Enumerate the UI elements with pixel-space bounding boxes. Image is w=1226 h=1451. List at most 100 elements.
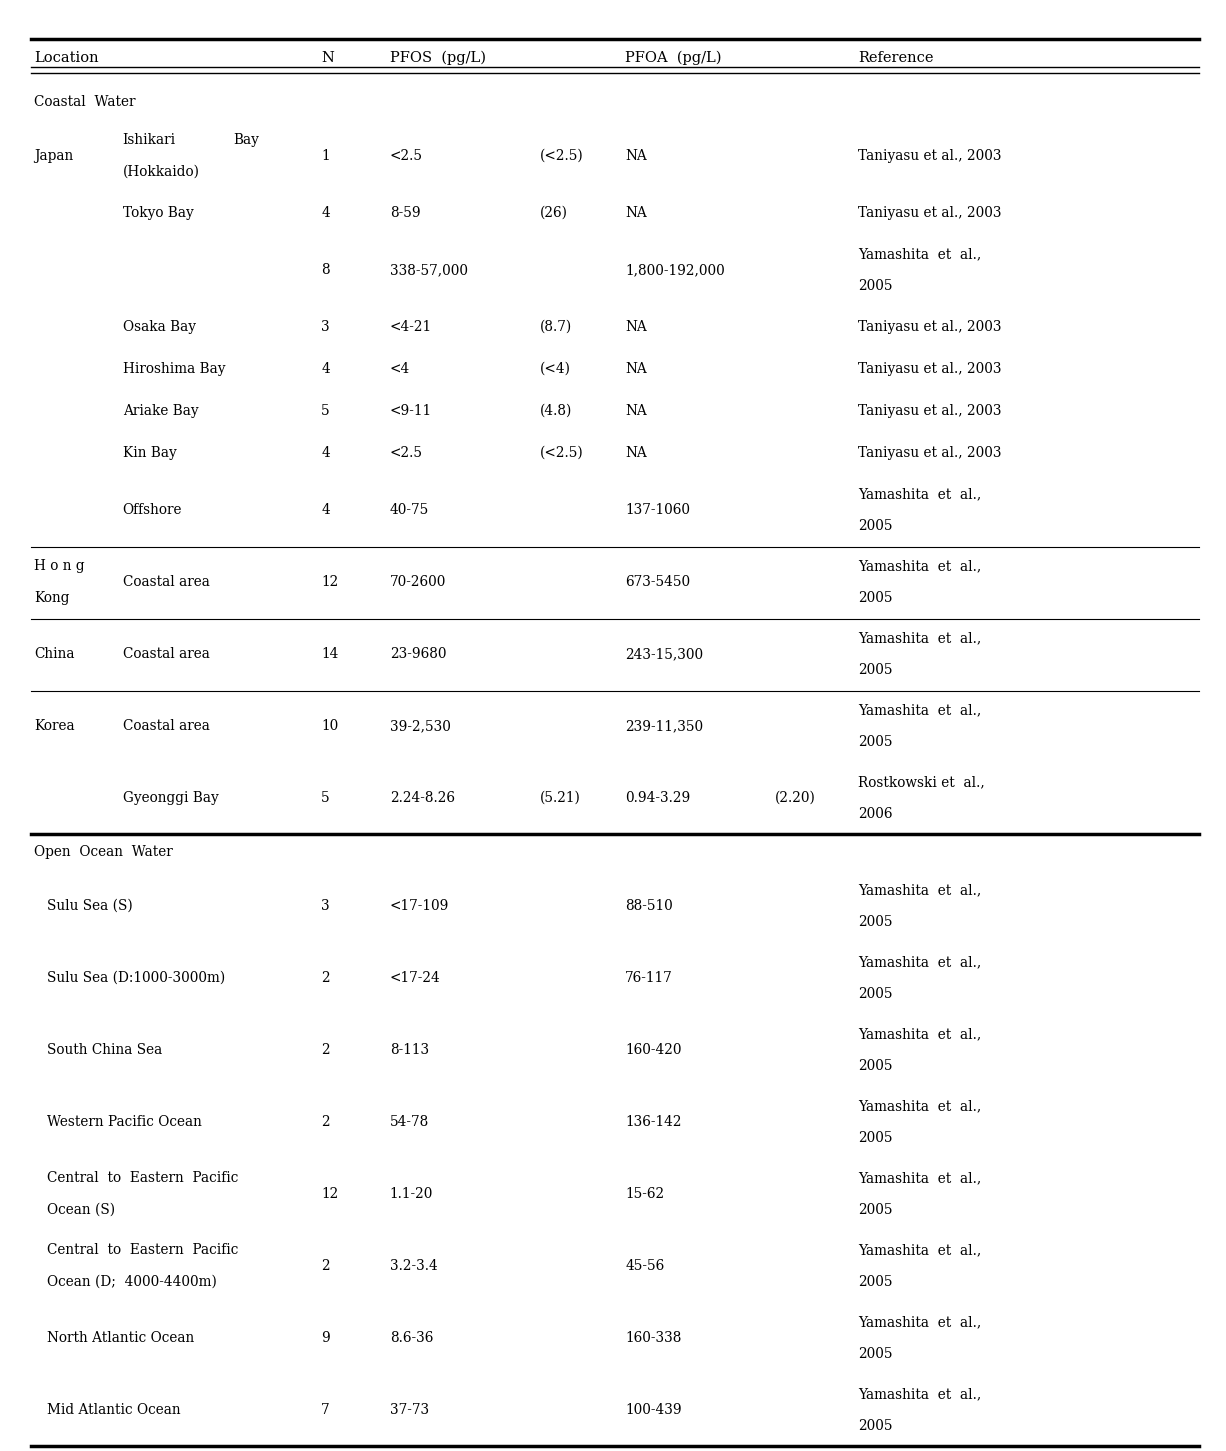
Text: 2005: 2005 [858,987,893,1001]
Text: PFOS  (pg/L): PFOS (pg/L) [390,51,485,65]
Text: Coastal  Water: Coastal Water [34,96,136,109]
Text: 2005: 2005 [858,591,893,605]
Text: 1: 1 [321,149,330,163]
Text: Reference: Reference [858,51,934,65]
Text: Yamashita  et  al.,: Yamashita et al., [858,1315,982,1329]
Text: Ocean (S): Ocean (S) [47,1203,115,1217]
Text: 4: 4 [321,445,330,460]
Text: 9: 9 [321,1331,330,1345]
Text: (Hokkaido): (Hokkaido) [123,165,200,178]
Text: Coastal area: Coastal area [123,647,210,662]
Text: Yamashita  et  al.,: Yamashita et al., [858,884,982,897]
Text: 2005: 2005 [858,1275,893,1288]
Text: 243-15,300: 243-15,300 [625,647,704,662]
Text: Yamashita  et  al.,: Yamashita et al., [858,631,982,646]
Text: Sulu Sea (S): Sulu Sea (S) [47,900,132,913]
Text: 2005: 2005 [858,1419,893,1434]
Text: 160-420: 160-420 [625,1043,682,1058]
Text: (<4): (<4) [539,363,570,376]
Text: Yamashita  et  al.,: Yamashita et al., [858,704,982,717]
Text: Open  Ocean  Water: Open Ocean Water [34,844,173,859]
Text: Taniyasu et al., 2003: Taniyasu et al., 2003 [858,321,1002,334]
Text: 4: 4 [321,503,330,517]
Text: 4: 4 [321,206,330,221]
Text: 40-75: 40-75 [390,503,429,517]
Text: Yamashita  et  al.,: Yamashita et al., [858,1244,982,1258]
Text: 12: 12 [321,575,338,589]
Text: 160-338: 160-338 [625,1331,682,1345]
Text: Western Pacific Ocean: Western Pacific Ocean [47,1116,201,1129]
Text: 2: 2 [321,1259,330,1273]
Text: 2006: 2006 [858,807,893,821]
Text: 2005: 2005 [858,1347,893,1361]
Text: Taniyasu et al., 2003: Taniyasu et al., 2003 [858,363,1002,376]
Text: NA: NA [625,363,647,376]
Text: Kong: Kong [34,591,70,605]
Text: 8-59: 8-59 [390,206,421,221]
Text: Yamashita  et  al.,: Yamashita et al., [858,1387,982,1402]
Text: 54-78: 54-78 [390,1116,429,1129]
Text: 3.2-3.4: 3.2-3.4 [390,1259,438,1273]
Text: North Atlantic Ocean: North Atlantic Ocean [47,1331,194,1345]
Text: China: China [34,647,75,662]
Text: 70-2600: 70-2600 [390,575,446,589]
Text: 5: 5 [321,405,330,418]
Text: 39-2,530: 39-2,530 [390,720,451,733]
Text: 45-56: 45-56 [625,1259,664,1273]
Text: 5: 5 [321,791,330,805]
Text: 12: 12 [321,1187,338,1201]
Text: <4-21: <4-21 [390,321,432,334]
Text: (2.20): (2.20) [775,791,815,805]
Text: Japan: Japan [34,149,74,163]
Text: 2005: 2005 [858,1203,893,1217]
Text: <2.5: <2.5 [390,445,423,460]
Text: 88-510: 88-510 [625,900,673,913]
Text: Coastal area: Coastal area [123,575,210,589]
Text: Yamashita  et  al.,: Yamashita et al., [858,247,982,261]
Text: NA: NA [625,321,647,334]
Text: <9-11: <9-11 [390,405,432,418]
Text: 15-62: 15-62 [625,1187,664,1201]
Text: 8.6-36: 8.6-36 [390,1331,433,1345]
Text: 2005: 2005 [858,916,893,929]
Text: <2.5: <2.5 [390,149,423,163]
Text: NA: NA [625,206,647,221]
Text: Gyeonggi Bay: Gyeonggi Bay [123,791,218,805]
Text: N: N [321,51,335,65]
Text: 0.94-3.29: 0.94-3.29 [625,791,690,805]
Text: 2005: 2005 [858,736,893,749]
Text: 2: 2 [321,1043,330,1058]
Text: Taniyasu et al., 2003: Taniyasu et al., 2003 [858,445,1002,460]
Text: 8-113: 8-113 [390,1043,429,1058]
Text: (5.21): (5.21) [539,791,580,805]
Text: Central  to  Eastern  Pacific: Central to Eastern Pacific [47,1171,238,1185]
Text: 3: 3 [321,900,330,913]
Text: Taniyasu et al., 2003: Taniyasu et al., 2003 [858,405,1002,418]
Text: Ocean (D;  4000-4400m): Ocean (D; 4000-4400m) [47,1275,217,1288]
Text: (4.8): (4.8) [539,405,571,418]
Text: Bay: Bay [233,133,259,148]
Text: <17-24: <17-24 [390,971,440,985]
Text: NA: NA [625,405,647,418]
Text: 3: 3 [321,321,330,334]
Text: Osaka Bay: Osaka Bay [123,321,196,334]
Text: <17-109: <17-109 [390,900,449,913]
Text: Mid Atlantic Ocean: Mid Atlantic Ocean [47,1403,180,1418]
Text: <4: <4 [390,363,411,376]
Text: 338-57,000: 338-57,000 [390,263,468,277]
Text: 100-439: 100-439 [625,1403,682,1418]
Text: Taniyasu et al., 2003: Taniyasu et al., 2003 [858,149,1002,163]
Text: NA: NA [625,445,647,460]
Text: NA: NA [625,149,647,163]
Text: Taniyasu et al., 2003: Taniyasu et al., 2003 [858,206,1002,221]
Text: Offshore: Offshore [123,503,183,517]
Text: 8: 8 [321,263,330,277]
Text: Yamashita  et  al.,: Yamashita et al., [858,488,982,501]
Text: 2005: 2005 [858,1130,893,1145]
Text: Central  to  Eastern  Pacific: Central to Eastern Pacific [47,1244,238,1258]
Text: Ishikari: Ishikari [123,133,175,148]
Text: Hiroshima Bay: Hiroshima Bay [123,363,226,376]
Text: 2.24-8.26: 2.24-8.26 [390,791,455,805]
Text: H o n g: H o n g [34,559,85,573]
Text: Yamashita  et  al.,: Yamashita et al., [858,1171,982,1185]
